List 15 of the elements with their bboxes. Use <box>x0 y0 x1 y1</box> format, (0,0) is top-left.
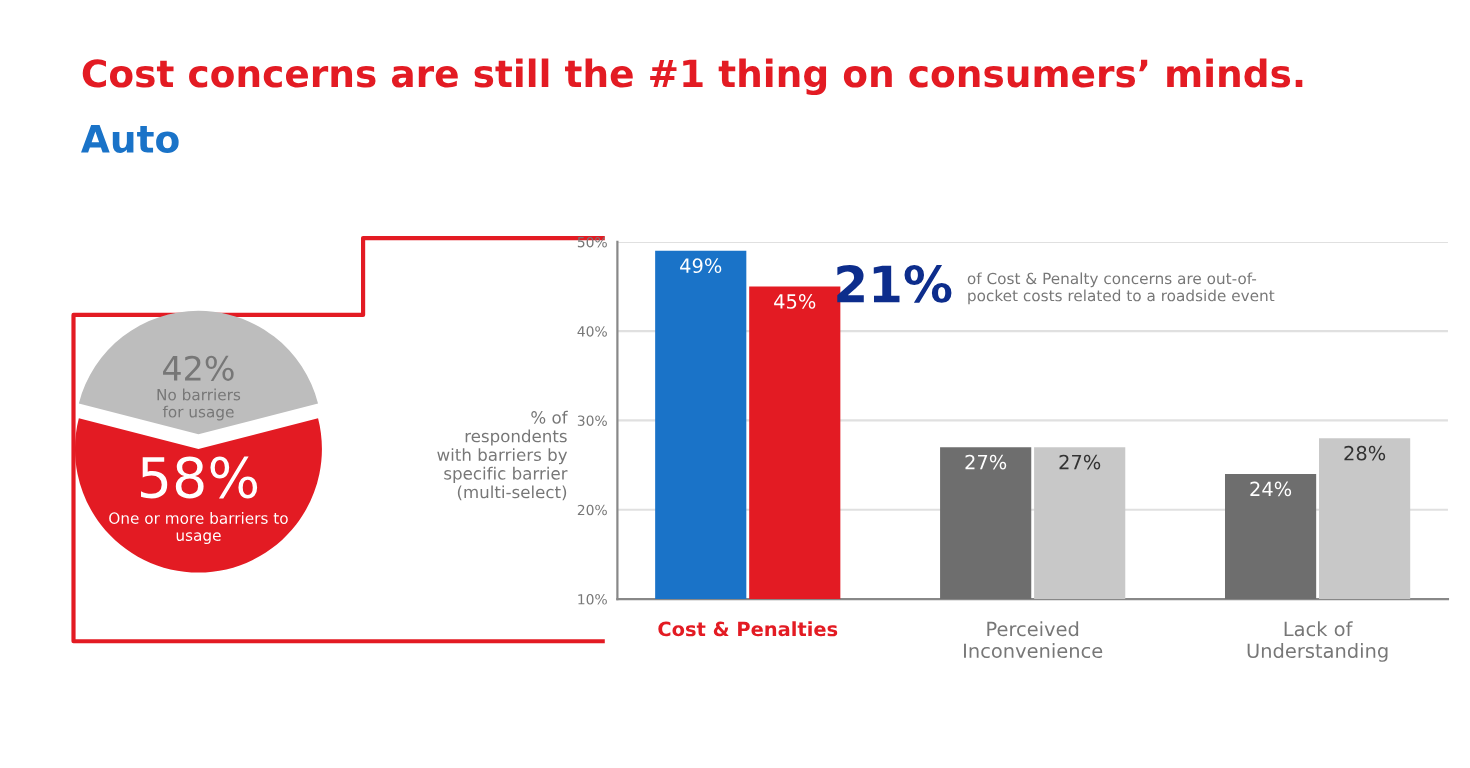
y-axis-title: % of respondents with barriers by specific barrier (multi-select) <box>437 410 568 501</box>
data-label: 28% <box>1344 445 1386 461</box>
x-tick-label: Lack of Understanding <box>1247 621 1388 662</box>
chart-subtitle: Auto <box>81 125 179 153</box>
annotation: 21% <box>837 265 952 303</box>
data-label: 58% <box>141 456 258 499</box>
x-tick-label: Cost & Penalties <box>658 621 838 637</box>
data-label: 45% <box>774 294 816 309</box>
data-label: 42% <box>163 355 234 381</box>
data-label: 24% <box>1250 481 1292 497</box>
text: Cost concerns are still the #1 thing on consumers’ minds. <box>82 58 1303 96</box>
data-label: 49% <box>680 258 722 274</box>
x-tick-label: Perceived Inconvenience <box>964 621 1103 659</box>
data-label: 27% <box>1059 454 1101 470</box>
data-label: 27% <box>965 454 1007 470</box>
